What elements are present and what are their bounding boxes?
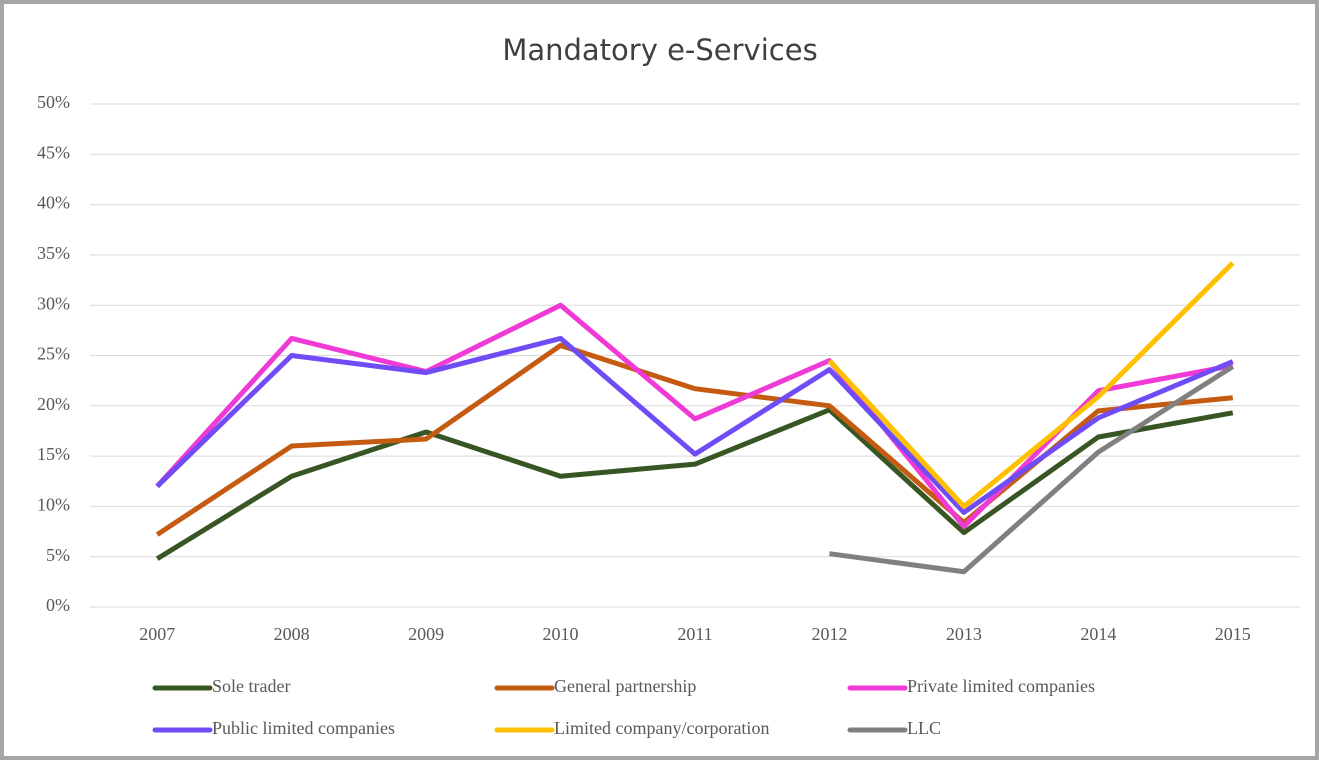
series-line <box>155 335 1234 515</box>
x-tick-label: 2013 <box>946 624 982 644</box>
x-tick-label: 2009 <box>408 624 444 644</box>
series-line <box>155 407 1234 561</box>
y-tick-label: 25% <box>37 344 70 364</box>
y-tick-label: 50% <box>37 92 70 112</box>
x-tick-label: 2014 <box>1080 624 1116 644</box>
y-tick-label: 20% <box>37 394 70 414</box>
series-line <box>827 261 1235 509</box>
y-tick-label: 0% <box>46 595 70 615</box>
chart-title: Mandatory e-Services <box>502 33 817 67</box>
legend-label: LLC <box>907 718 941 738</box>
y-tick-label: 45% <box>37 142 70 162</box>
x-tick-label: 2012 <box>811 624 847 644</box>
legend-label: General partnership <box>554 676 696 696</box>
legend-label: Limited company/corporation <box>554 718 769 738</box>
x-tick-label: 2008 <box>274 624 310 644</box>
legend-label: Public limited companies <box>212 718 395 738</box>
y-tick-label: 5% <box>46 545 70 565</box>
x-tick-label: 2007 <box>139 624 175 644</box>
legend-label: Private limited companies <box>907 676 1095 696</box>
y-tick-label: 30% <box>37 293 70 313</box>
y-tick-label: 15% <box>37 444 70 464</box>
series-line <box>829 364 1235 575</box>
x-tick-label: 2010 <box>543 624 579 644</box>
y-tick-label: 35% <box>37 243 70 263</box>
legend-label: Sole trader <box>212 676 290 696</box>
x-tick-label: 2015 <box>1215 624 1251 644</box>
y-tick-label: 40% <box>37 193 70 213</box>
y-tick-label: 10% <box>37 495 70 515</box>
x-tick-label: 2011 <box>677 624 712 644</box>
